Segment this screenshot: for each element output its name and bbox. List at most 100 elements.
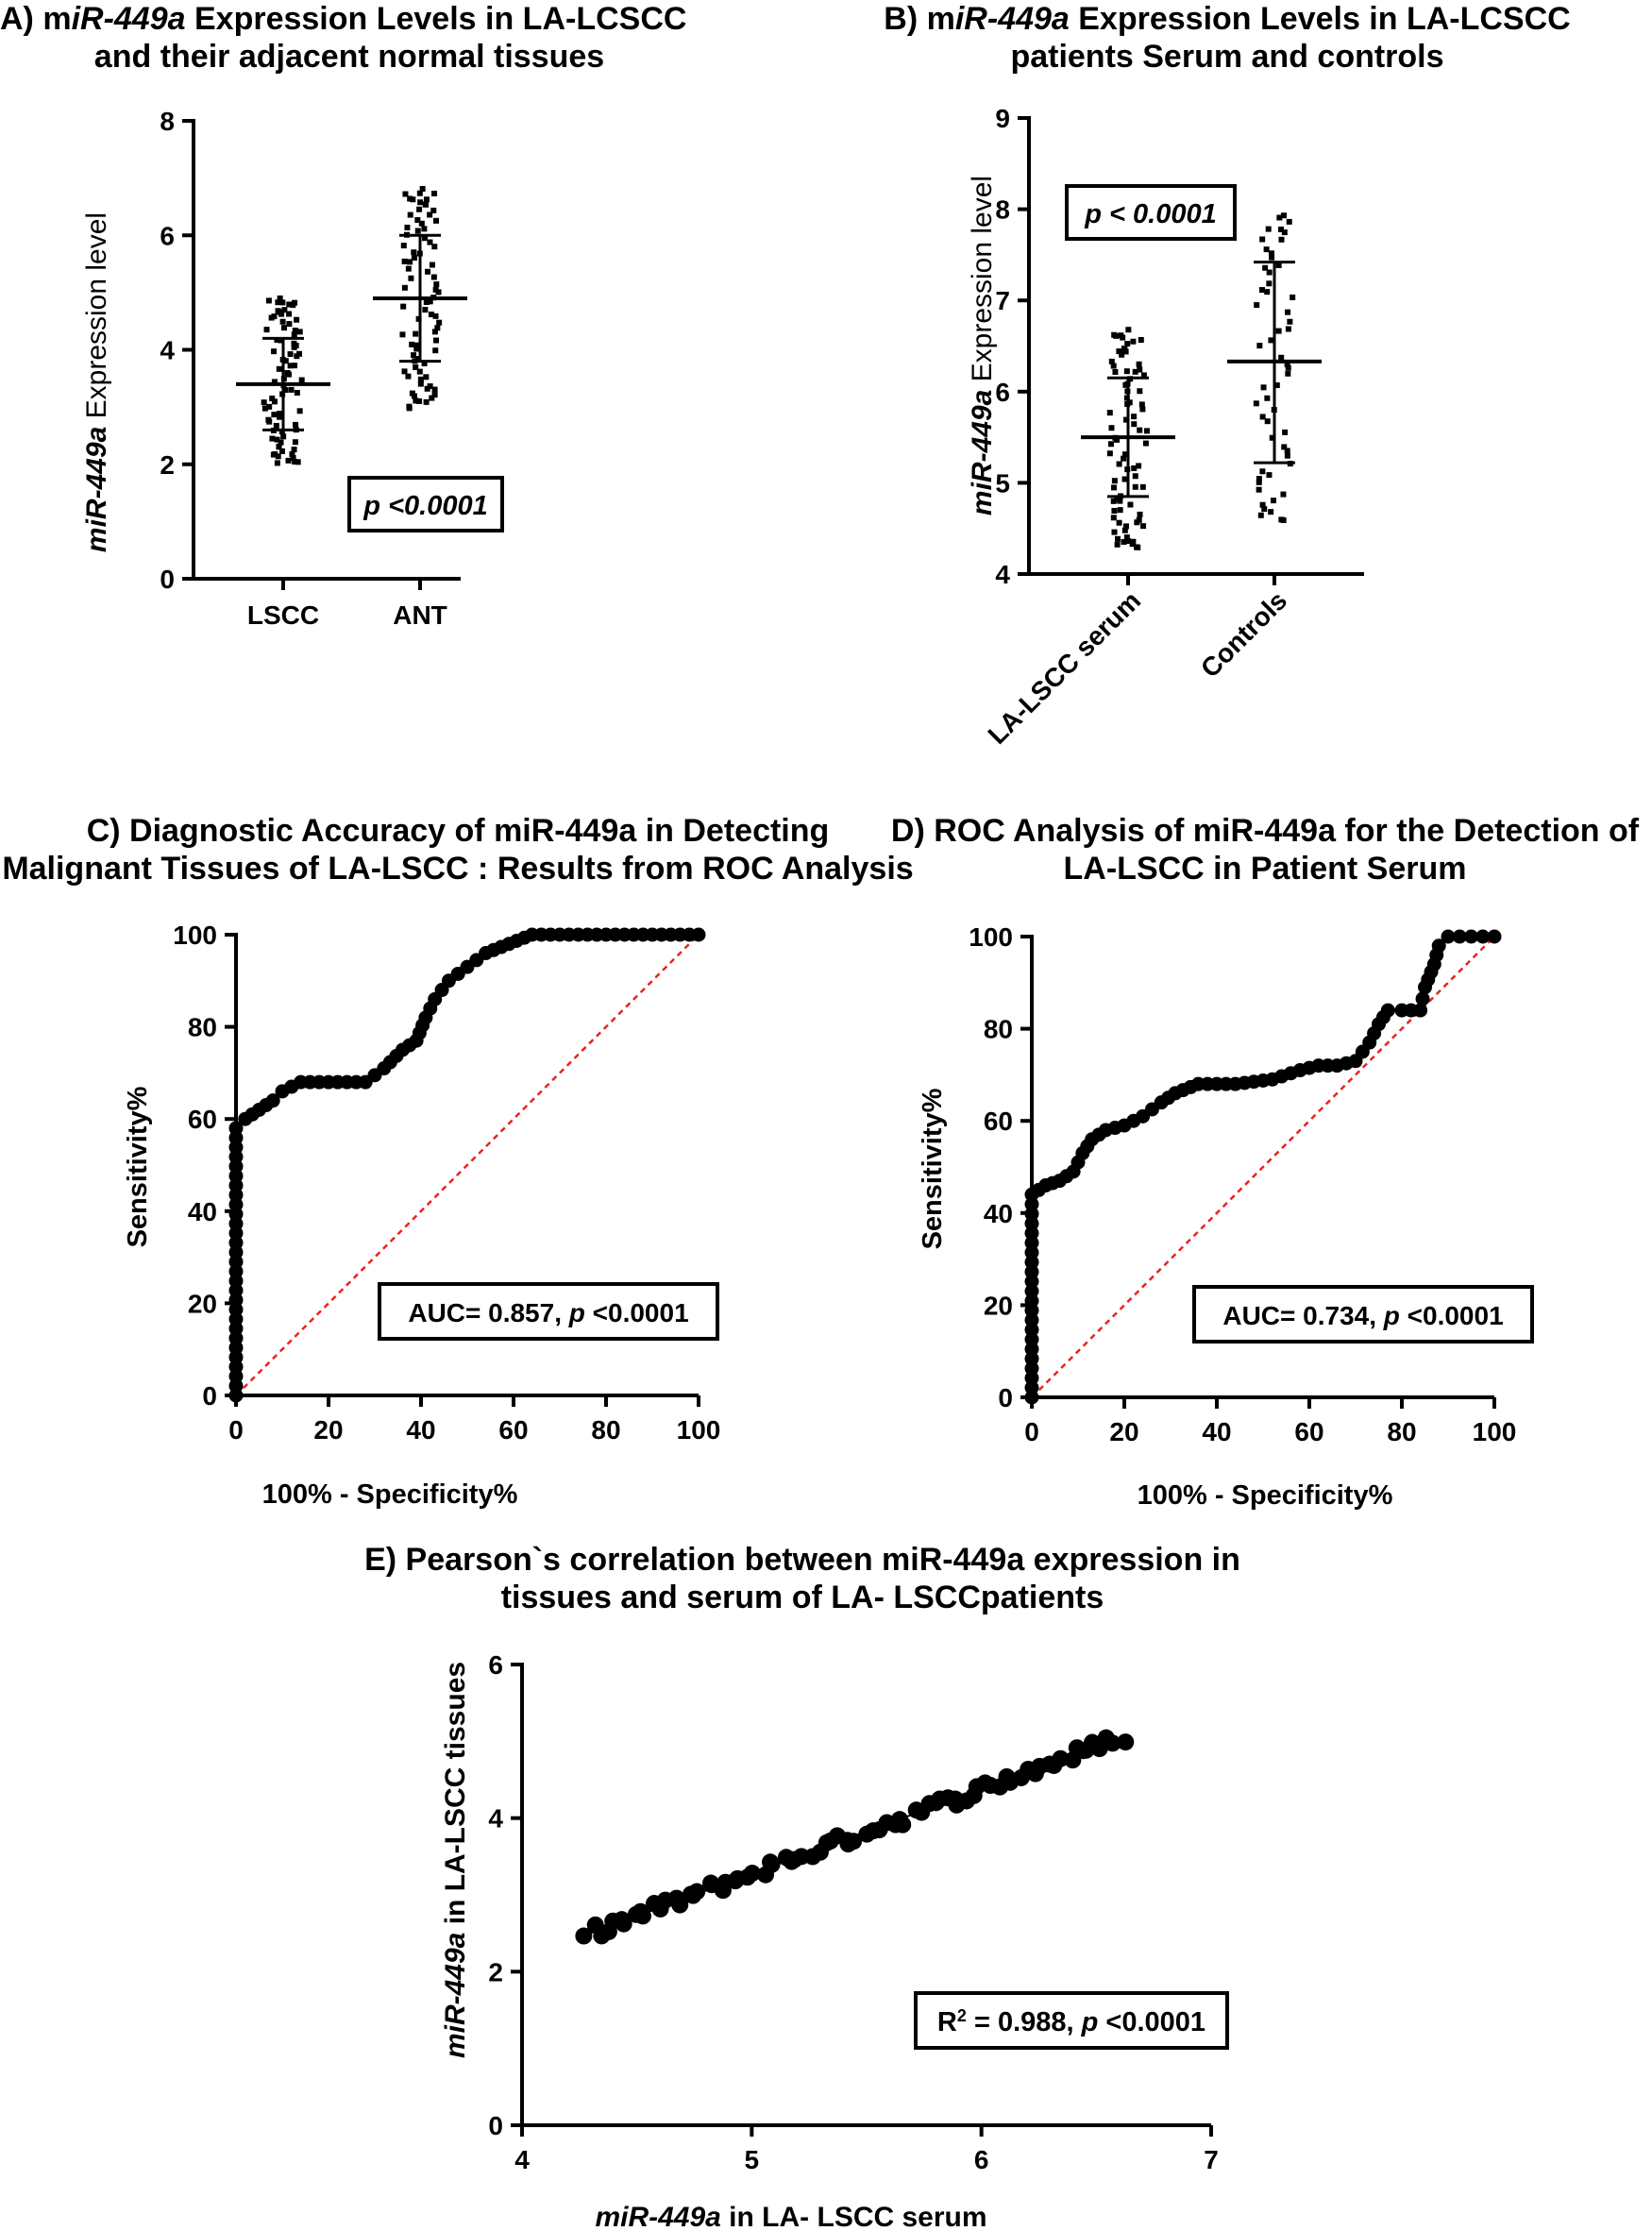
panel-a-data-point — [411, 352, 417, 359]
panel-b-data-point — [1106, 450, 1113, 457]
panel-b-data-point — [1270, 498, 1276, 504]
panel-a-data-point — [432, 313, 439, 319]
panel-a-data-point — [286, 321, 293, 328]
panel-a-data-point — [407, 259, 413, 265]
panel-b-data-point — [1259, 414, 1266, 420]
panel-b-data-point — [1112, 368, 1119, 375]
panel-b-data-point — [1140, 372, 1147, 379]
svg-text:miR-449a in LA-LSCC tissues: miR-449a in LA-LSCC tissues — [440, 1662, 471, 2058]
panel-e-data-point — [1117, 1733, 1135, 1751]
panel-a-data-point — [418, 220, 425, 227]
panel-b-data-point — [1284, 448, 1290, 454]
panel-a-data-point — [296, 350, 303, 357]
panel-d-x-tick-label: 0 — [1024, 1417, 1039, 1446]
panel-d-x-tick-label: 40 — [1202, 1417, 1231, 1446]
panel-c-x-tick-label: 60 — [498, 1415, 528, 1445]
panel-a-data-point — [294, 389, 300, 396]
panel-b-data-point — [1256, 486, 1262, 493]
panel-e-data-point — [763, 1855, 781, 1873]
panel-a-data-point — [431, 392, 438, 398]
panel-a-data-point — [430, 207, 437, 213]
panel-b-data-point — [1286, 218, 1292, 225]
panel-a-data-point — [292, 439, 298, 446]
panel-a-data-point — [296, 408, 303, 414]
panel-a-data-point — [286, 301, 293, 308]
panel-c-reference-line — [235, 934, 700, 1396]
panel-a-data-point — [409, 390, 415, 397]
panel-a-data-point — [429, 262, 435, 268]
panel-a-data-point — [265, 416, 272, 423]
panel-b-data-point — [1127, 501, 1134, 508]
panel-b-data-point — [1285, 309, 1291, 315]
panel-a-data-point — [281, 307, 288, 313]
panel-b-data-point — [1114, 541, 1121, 548]
panel-b-data-point — [1278, 354, 1285, 361]
panel-e-data-point — [894, 1816, 912, 1834]
panel-b-data-point — [1118, 332, 1124, 339]
panel-b-data-point — [1137, 427, 1143, 433]
panel-a-data-point — [411, 249, 417, 256]
panel-d-roc-point — [1464, 929, 1478, 944]
panel-b-data-point — [1139, 483, 1146, 490]
panel-b-data-point — [1259, 501, 1266, 508]
panel-a-data-point — [282, 387, 289, 394]
panel-b-data-point — [1282, 429, 1289, 435]
panel-b-data-point — [1136, 463, 1142, 469]
panel-a-data-point — [417, 380, 424, 387]
panel-b-data-point — [1107, 441, 1114, 448]
panel-a-data-point — [409, 341, 415, 347]
panel-a-data-point — [287, 363, 294, 369]
panel-b-data-point — [1266, 280, 1273, 287]
panel-a-data-point — [288, 386, 295, 393]
panel-b-y-tick-label: 7 — [995, 286, 1010, 315]
panel-a-data-point — [280, 433, 287, 440]
panel-b-data-point — [1123, 368, 1130, 375]
panel-b-data-point — [1256, 343, 1263, 349]
panel-a-p-box — [347, 476, 504, 532]
svg-text:Sensitivity%: Sensitivity% — [123, 1086, 153, 1247]
panel-a-data-point — [434, 325, 441, 331]
panel-a-ylabel: miR-449a Expression level — [81, 212, 112, 552]
panel-b-data-point — [1268, 250, 1274, 257]
panel-b-data-point — [1122, 416, 1129, 423]
panel-b-data-point — [1280, 212, 1287, 219]
panel-a-data-point — [431, 190, 438, 196]
panel-a-data-point — [405, 373, 412, 380]
panel-b-data-point — [1253, 400, 1259, 407]
panel-a-data-point — [425, 268, 431, 275]
panel-a-data-point — [423, 374, 430, 380]
panel-a-data-point — [274, 336, 280, 343]
panel-b-data-point — [1110, 498, 1117, 504]
panel-b-data-point — [1132, 483, 1138, 490]
panel-e-data-point — [1052, 1749, 1070, 1767]
panel-b-data-point — [1256, 479, 1262, 485]
panel-b-data-point — [1110, 363, 1117, 369]
svg-text:miR-449a Expression level: miR-449a Expression level — [81, 212, 112, 552]
panel-a-data-point — [406, 403, 413, 410]
panel-a-data-point — [416, 190, 423, 196]
panel-b-y-tick-label: 4 — [995, 560, 1010, 589]
panel-b-data-point — [1276, 214, 1283, 221]
panel-e-data-point — [575, 1927, 593, 1945]
panel-d-ylabel: Sensitivity% — [918, 1088, 948, 1249]
panel-b-data-point — [1275, 262, 1282, 269]
panel-a-data-point — [427, 383, 433, 390]
panel-a-plot: 0 2 4 6 8 LSCC ANT — [160, 107, 467, 630]
panel-b-data-point — [1108, 425, 1115, 431]
panel-a-data-point — [277, 295, 283, 301]
panel-d-xlabel: 100% - Specificity% — [1138, 1480, 1393, 1511]
panel-b-data-point — [1268, 337, 1274, 344]
panel-a-data-point — [432, 286, 439, 293]
panel-b-data-point — [1138, 337, 1144, 344]
panel-c-title: C) Diagnostic Accuracy of miR-449a in De… — [2, 813, 914, 887]
panel-b-data-point — [1137, 366, 1143, 373]
panel-a-data-point — [423, 201, 430, 208]
panel-a-y-tick-label: 4 — [160, 336, 175, 365]
panel-d-roc-point — [1441, 929, 1456, 944]
panel-b-data-point — [1106, 410, 1113, 416]
panel-b-data-point — [1278, 226, 1285, 232]
panel-a-data-point — [291, 340, 297, 346]
panel-a-data-point — [422, 307, 429, 313]
panel-b-data-point — [1124, 538, 1131, 545]
panel-a-x-tick-label: ANT — [393, 600, 447, 630]
